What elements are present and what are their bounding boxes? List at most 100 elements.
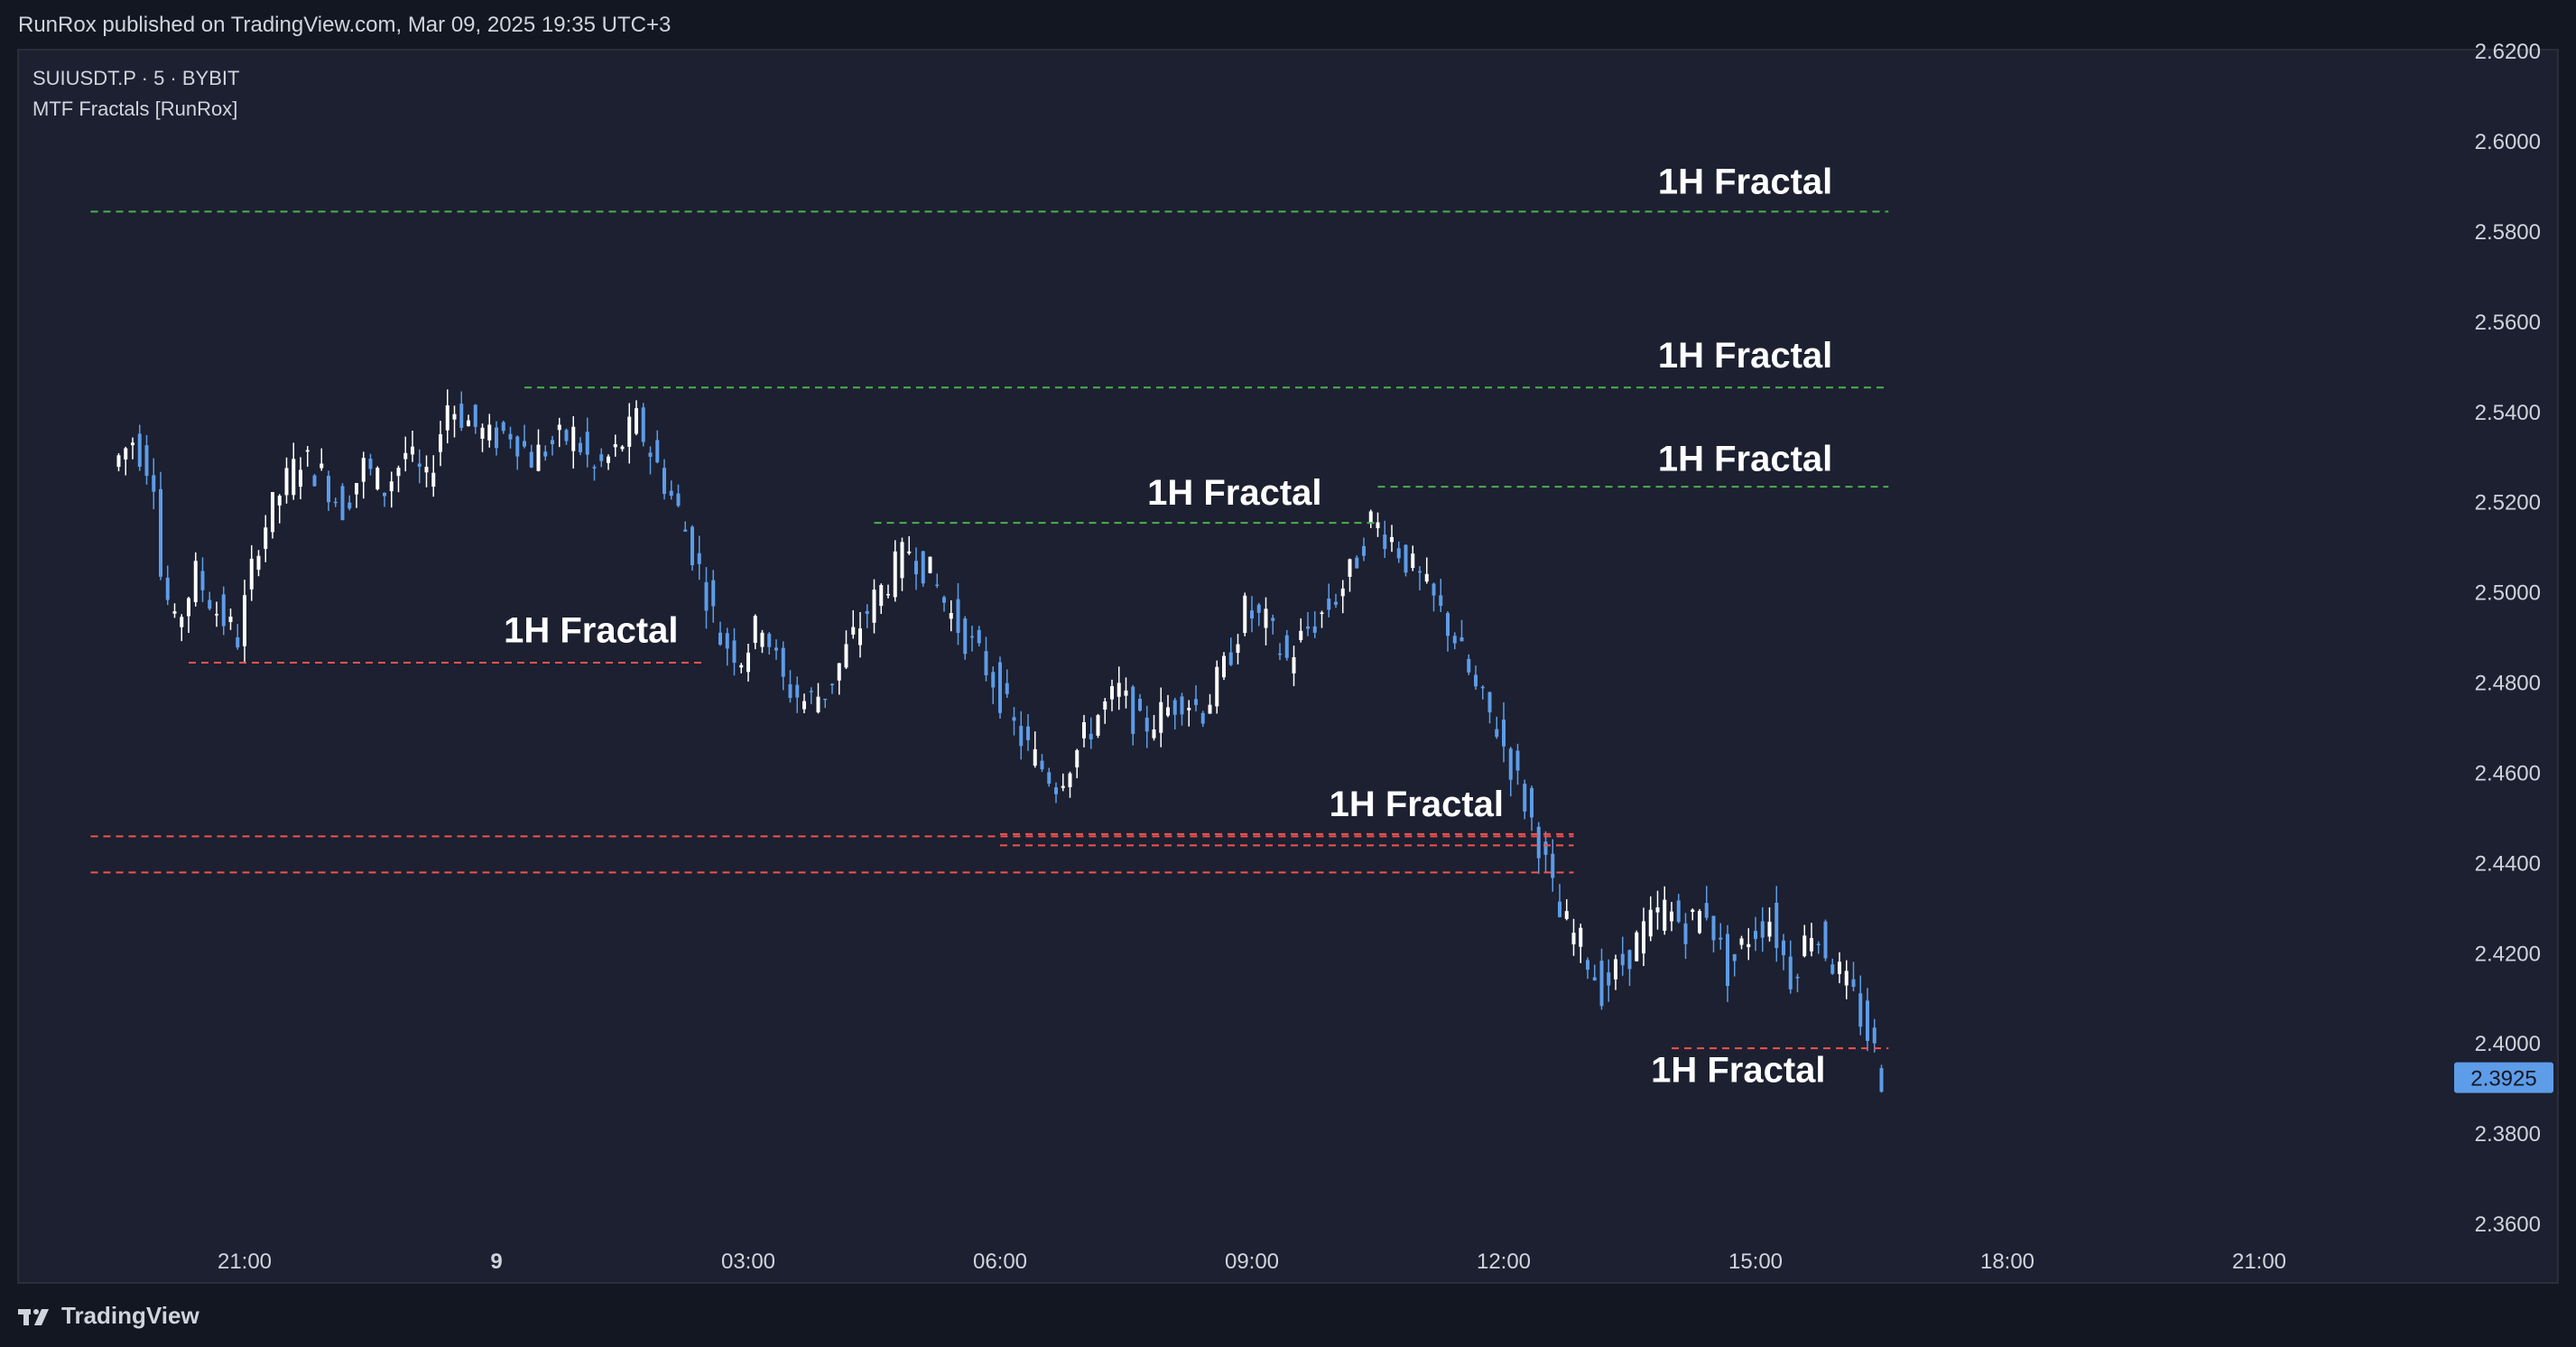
candle-body[interactable] [858,628,862,646]
candle-body[interactable] [970,636,974,638]
candle-body[interactable] [1558,901,1561,917]
candle-body[interactable] [1180,696,1184,715]
candle-body[interactable] [1487,692,1492,713]
candle-body[interactable] [536,444,541,471]
candle-body[interactable] [1320,612,1324,615]
candle-body[interactable] [1068,773,1072,787]
candle-body[interactable] [669,490,673,497]
candle-body[interactable] [1732,954,1737,961]
candle-body[interactable] [1627,950,1632,970]
candle-body[interactable] [1264,608,1268,628]
candle-body[interactable] [1459,637,1464,642]
candle-body[interactable] [1096,715,1100,736]
candle-body[interactable] [1187,708,1191,711]
candle-body[interactable] [635,408,638,434]
candle-body[interactable] [1726,934,1729,987]
candle-body[interactable] [333,501,338,504]
candle-body[interactable] [718,632,722,646]
candle-body[interactable] [1648,909,1653,937]
candle-body[interactable] [886,593,890,596]
candle-body[interactable] [523,441,526,447]
candle-body[interactable] [327,475,330,503]
candle-body[interactable] [949,613,953,619]
candle-body[interactable] [1256,604,1261,613]
candle-body[interactable] [1719,937,1723,940]
candle-body[interactable] [1851,979,1856,988]
candle-body[interactable] [1844,971,1849,986]
candle-body[interactable] [1215,666,1219,707]
candle-body[interactable] [1543,841,1548,855]
candle-body[interactable] [152,475,156,492]
candle-body[interactable] [1278,653,1282,655]
candle-body[interactable] [1642,921,1645,954]
candle-body[interactable] [1866,1000,1869,1041]
candle-body[interactable] [746,652,750,673]
candle-body[interactable] [1599,961,1604,1007]
candle-body[interactable] [1810,938,1813,952]
candle-body[interactable] [802,701,806,710]
candle-body[interactable] [663,468,666,495]
candle-body[interactable] [1858,993,1863,1027]
candle-body[interactable] [1670,911,1673,922]
candle-body[interactable] [116,455,121,468]
candle-body[interactable] [495,427,498,449]
candle-body[interactable] [508,433,513,440]
candle-body[interactable] [1075,750,1080,767]
candle-body[interactable] [1704,903,1709,918]
candle-body[interactable] [1271,618,1275,621]
candle-body[interactable] [228,617,233,623]
candle-body[interactable] [1306,626,1310,629]
candle-body[interactable] [963,618,968,655]
candle-body[interactable] [683,529,688,532]
candle-body[interactable] [215,614,218,616]
candle-body[interactable] [1760,921,1765,938]
candle-body[interactable] [1047,772,1052,785]
candle-body[interactable] [1872,1027,1876,1044]
candle-body[interactable] [1200,712,1205,724]
candle-body[interactable] [1530,787,1534,818]
candle-body[interactable] [1698,911,1701,934]
candle-body[interactable] [1019,726,1024,747]
candle-body[interactable] [529,451,533,468]
candle-body[interactable] [1284,635,1289,658]
candle-body[interactable] [732,640,737,664]
candle-body[interactable] [1754,931,1757,940]
candle-body[interactable] [753,616,757,644]
candle-body[interactable] [585,432,589,455]
candle-body[interactable] [816,696,820,713]
candle-body[interactable] [788,683,792,699]
candle-body[interactable] [1788,956,1793,989]
candle-body[interactable] [1103,701,1107,710]
candle-body[interactable] [403,452,408,460]
candle-body[interactable] [1424,573,1429,582]
candle-body[interactable] [1467,658,1471,673]
candle-body[interactable] [131,442,134,446]
candle-body[interactable] [1404,544,1408,573]
candle-body[interactable] [368,459,373,469]
candle-body[interactable] [1592,977,1597,980]
candle-body[interactable] [1236,644,1240,654]
candle-body[interactable] [851,627,856,635]
candle-body[interactable] [480,427,485,440]
candle-body[interactable] [1691,909,1695,913]
candle-body[interactable] [1739,938,1744,945]
candle-body[interactable] [355,483,358,495]
candle-body[interactable] [1823,921,1828,959]
candle-body[interactable] [1222,655,1226,678]
candle-body[interactable] [1089,733,1093,739]
candle-body[interactable] [1396,548,1401,559]
candle-body[interactable] [956,599,960,634]
candle-body[interactable] [271,492,274,533]
candle-body[interactable] [1172,700,1177,715]
candle-body[interactable] [592,467,597,469]
candle-body[interactable] [1124,690,1128,696]
candle-body[interactable] [277,496,282,506]
candle-body[interactable] [1355,557,1359,569]
candle-body[interactable] [1144,718,1149,732]
candle-body[interactable] [264,527,268,550]
candle-body[interactable] [809,691,813,692]
candle-body[interactable] [1117,683,1121,697]
candle-body[interactable] [1348,559,1352,577]
symbol-legend[interactable]: SUIUSDT.P · 5 · BYBIT [32,67,240,89]
candle-body[interactable] [690,526,694,565]
